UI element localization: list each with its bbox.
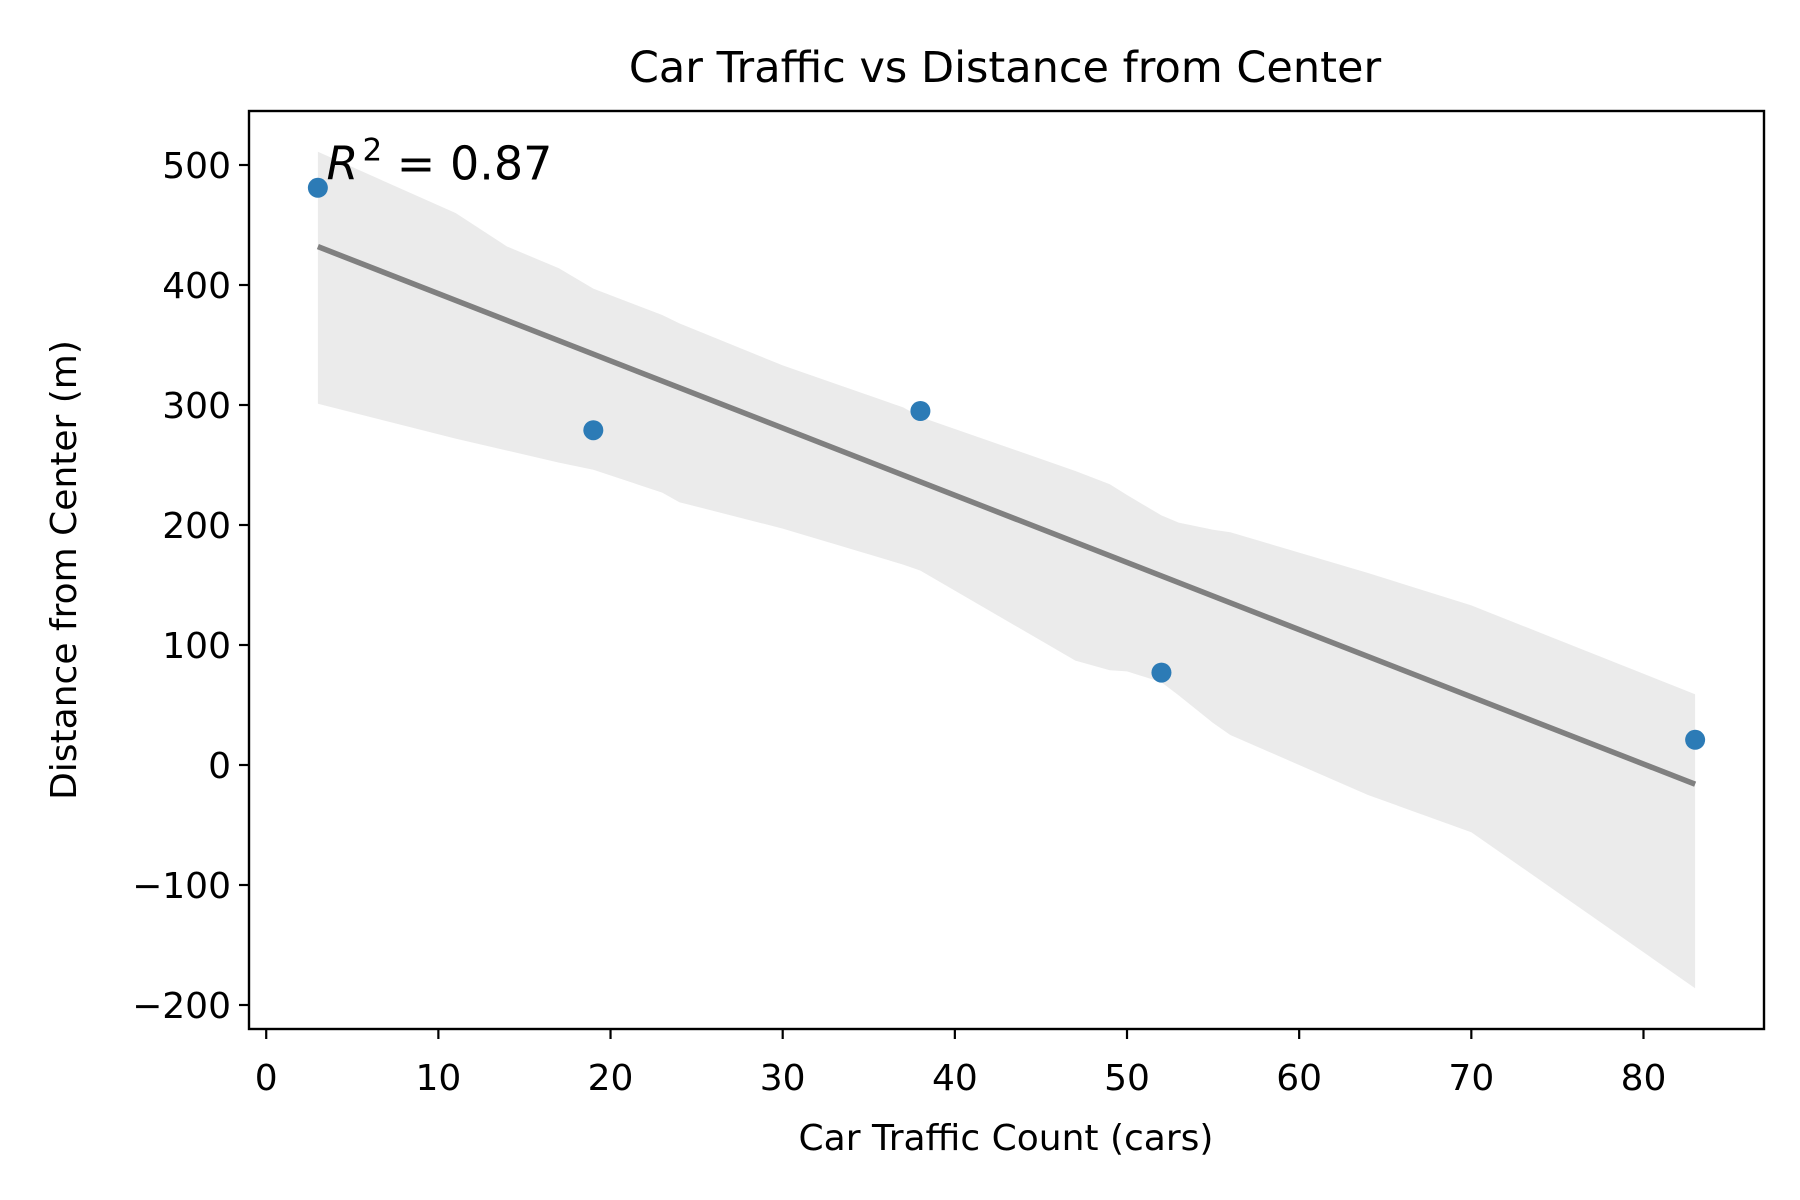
y-axis-ticks: −200 −100 0 100 200 300 400 500	[132, 146, 249, 1027]
x-tick-label: 30	[760, 1058, 806, 1099]
r-squared-base: R	[326, 136, 358, 190]
r-squared-superscript: 2	[362, 132, 382, 168]
confidence-band-area	[317, 151, 1696, 989]
y-tick-label: 200	[162, 506, 231, 547]
y-tick-label: 300	[162, 386, 231, 427]
x-tick-label: 40	[932, 1058, 978, 1099]
x-tick-label: 50	[1104, 1058, 1150, 1099]
y-tick-label: 0	[208, 746, 231, 787]
x-tick-label: 0	[255, 1058, 278, 1099]
y-tick-label: 500	[162, 146, 231, 187]
data-point	[910, 401, 931, 421]
y-axis-label: Distance from Center (m)	[44, 340, 85, 800]
data-point	[1685, 729, 1706, 750]
data-point	[1151, 662, 1172, 683]
data-point	[307, 177, 328, 198]
data-points	[307, 177, 1706, 750]
y-tick-label: −100	[132, 866, 231, 907]
confidence-band	[317, 151, 1696, 989]
x-tick-label: 70	[1448, 1058, 1494, 1099]
plot-frame	[247, 109, 1766, 1031]
y-tick-label: −200	[132, 986, 231, 1027]
regression-line-layer	[316, 244, 1697, 787]
r-squared-value: = 0.87	[382, 136, 552, 190]
x-axis-label: Car Traffic Count (cars)	[799, 1118, 1214, 1159]
x-tick-label: 20	[588, 1058, 634, 1099]
chart-title: Car Traffic vs Distance from Center	[629, 43, 1382, 93]
x-tick-label: 80	[1621, 1058, 1667, 1099]
x-axis-ticks: 0 10 20 30 40 50 60 70 80	[255, 1029, 1667, 1099]
y-tick-label: 400	[162, 266, 231, 307]
data-point	[583, 420, 604, 441]
x-tick-label: 10	[415, 1058, 461, 1099]
x-tick-label: 60	[1276, 1058, 1322, 1099]
y-tick-label: 100	[162, 626, 231, 667]
regression-line	[316, 244, 1697, 787]
